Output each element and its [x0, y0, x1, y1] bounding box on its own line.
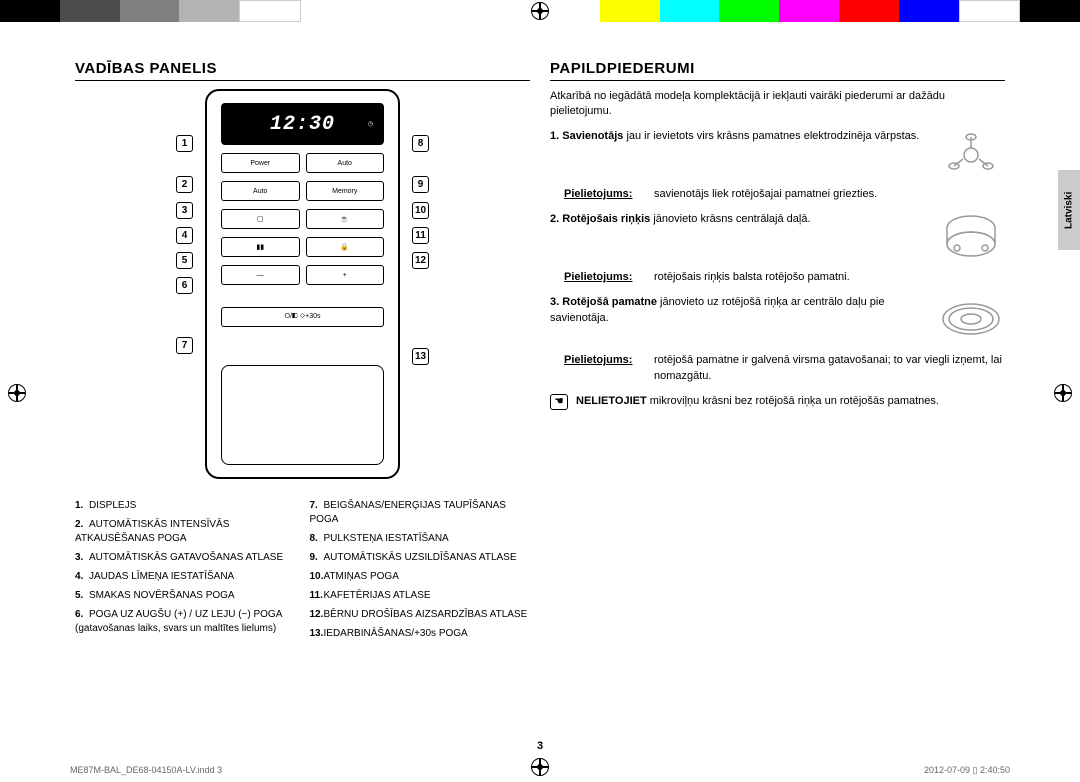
stop-start-button: ⭘/◧ ◇+30s: [221, 307, 384, 327]
accessories-title: PAPILDPIEDERUMI: [550, 60, 1005, 81]
callout-2: 2: [176, 176, 193, 193]
callout-6: 6: [176, 277, 193, 294]
legend-item: 13.IEDARBINĀŠANAS/+30s POGA: [310, 627, 531, 641]
microwave-panel: 12:30 ◷ Power Auto Auto Memory ▢ ☕ ▮▮: [205, 89, 400, 479]
callout-13: 13: [412, 348, 429, 365]
accessory-use: Pielietojums: savienotājs liek rotējošaj…: [564, 187, 1005, 202]
control-legend: 1.DISPLEJS 2.AUTOMĀTISKĀS INTENSĪVĀS ATK…: [75, 499, 530, 646]
callout-10: 10: [412, 202, 429, 219]
legend-item: 12.BĒRNU DROŠĪBAS AIZSARDZĪBAS ATLASE: [310, 608, 531, 622]
control-panel-section: VADĪBAS PANELIS 1 2 3 4 5 6 7 12:30 ◷: [75, 60, 530, 742]
page-content: VADĪBAS PANELIS 1 2 3 4 5 6 7 12:30 ◷: [75, 60, 1005, 742]
panel-door-area: [221, 365, 384, 465]
callout-12: 12: [412, 252, 429, 269]
legend-item: 4.JAUDAS LĪMEŅA IESTATĪŠANA: [75, 570, 296, 584]
auto-cook-button: Auto: [221, 181, 300, 201]
deodorize-button: ▮▮: [221, 237, 300, 257]
print-footer: ME87M-BAL_DE68-04150A-LV.indd 3 2012-07-…: [70, 765, 1010, 776]
callout-4: 4: [176, 227, 193, 244]
footer-timestamp: 2012-07-09 ▯ 2:40:50: [924, 765, 1010, 776]
accessories-section: PAPILDPIEDERUMI Atkarībā no iegādātā mod…: [550, 60, 1005, 742]
registration-mark-icon: [1054, 384, 1072, 402]
legend-item: 8.PULKSTEŅA IESTATĪŠANA: [310, 532, 531, 546]
legend-item: 9.AUTOMĀTISKĀS UZSILDĪŠANAS ATLASE: [310, 551, 531, 565]
control-panel-diagram: 1 2 3 4 5 6 7 12:30 ◷ Power Auto: [75, 89, 530, 479]
child-lock-button: 🔒: [306, 237, 385, 257]
power-level-button: ▢: [221, 209, 300, 229]
accessory-use: Pielietojums: rotējošā pamatne ir galven…: [564, 353, 1005, 384]
up-button: +: [306, 265, 385, 285]
footer-filename: ME87M-BAL_DE68-04150A-LV.indd 3: [70, 765, 222, 776]
legend-item: 10.ATMIŅAS POGA: [310, 570, 531, 584]
coupler-icon: [937, 129, 1005, 177]
power-defrost-button: Power: [221, 153, 300, 173]
legend-item: 1.DISPLEJS: [75, 499, 296, 513]
callouts-right: 8 9 10 11 12 13: [412, 135, 429, 365]
turntable-icon: [937, 295, 1005, 343]
legend-item: 6.POGA UZ AUGŠU (+) / UZ LEJU (−) POGA (…: [75, 608, 296, 636]
legend-item: 7.BEIGŠANAS/ENERĢIJAS TAUPĪŠANAS POGA: [310, 499, 531, 527]
hand-pointer-icon: ☚: [550, 394, 568, 410]
callout-7: 7: [176, 337, 193, 354]
accessories-intro: Atkarībā no iegādātā modeļa komplektācij…: [550, 89, 1005, 119]
accessory-item: 3. Rotējošā pamatne jānovieto uz rotējoš…: [550, 295, 1005, 343]
clock-icon: ◷: [368, 119, 374, 129]
accessory-use: Pielietojums: rotējošais riņķis balsta r…: [564, 270, 1005, 285]
callout-8: 8: [412, 135, 429, 152]
legend-item: 11.KAFETĒRIJAS ATLASE: [310, 589, 531, 603]
warning-note: ☚ NELIETOJIET mikroviļņu krāsni bez rotē…: [550, 394, 1005, 410]
registration-mark-icon: [8, 384, 26, 402]
callout-9: 9: [412, 176, 429, 193]
legend-item: 3.AUTOMĀTISKĀS GATAVOŠANAS ATLASE: [75, 551, 296, 565]
callouts-left: 1 2 3 4 5 6 7: [176, 135, 193, 354]
callout-1: 1: [176, 135, 193, 152]
panel-display: 12:30 ◷: [221, 103, 384, 145]
roller-ring-icon: [937, 212, 1005, 260]
page-number: 3: [537, 740, 543, 752]
accessory-item: 1. Savienotājs jau ir ievietots virs krā…: [550, 129, 1005, 177]
down-button: —: [221, 265, 300, 285]
accessory-item: 2. Rotējošais riņķis jānovieto krāsns ce…: [550, 212, 1005, 260]
language-side-tab: Latviski: [1058, 170, 1080, 250]
callout-5: 5: [176, 252, 193, 269]
memory-button: Memory: [306, 181, 385, 201]
control-panel-title: VADĪBAS PANELIS: [75, 60, 530, 81]
callout-3: 3: [176, 202, 193, 219]
legend-item: 5.SMAKAS NOVĒRŠANAS POGA: [75, 589, 296, 603]
registration-mark-icon: [531, 2, 549, 20]
auto-reheat-button: Auto: [306, 153, 385, 173]
cafeteria-button: ☕: [306, 209, 385, 229]
callout-11: 11: [412, 227, 429, 244]
legend-item: 2.AUTOMĀTISKĀS INTENSĪVĀS ATKAUSĒŠANAS P…: [75, 518, 296, 546]
display-time: 12:30: [270, 113, 335, 136]
